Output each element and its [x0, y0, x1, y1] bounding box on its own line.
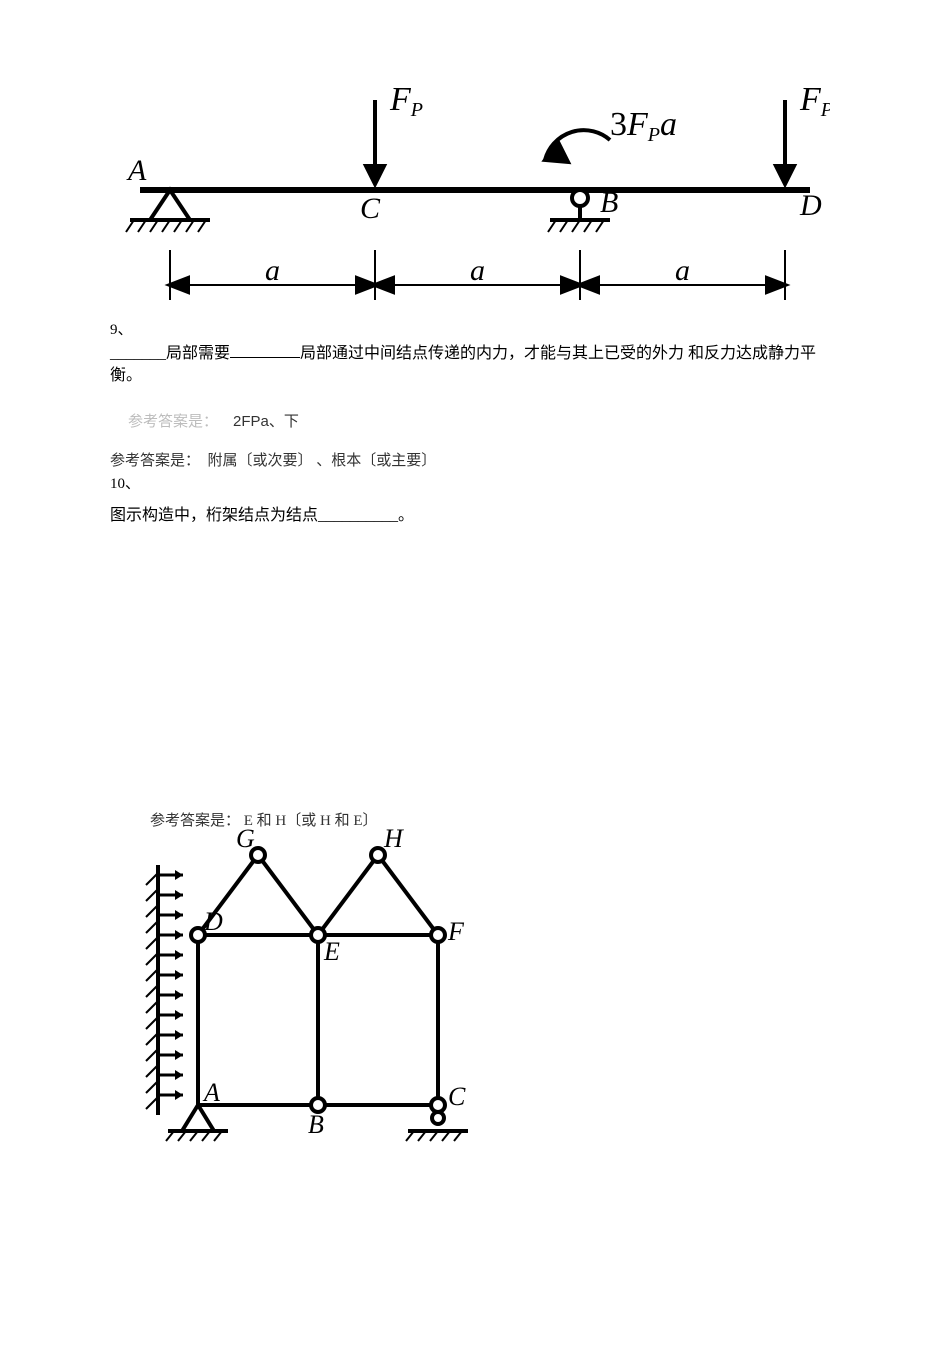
q9-answer-gray-label: 参考答案是： [128, 414, 218, 430]
figure-beam-diagram: A C B D a a a FP FP 3FPa [110, 80, 830, 320]
q9-number: 9、 [110, 318, 830, 339]
q9-answer-black-label: 参考答案是： [110, 453, 200, 469]
q9-answer-black: 参考答案是： 附属〔或次要〕 、根本〔或主要〕 [110, 449, 830, 470]
label-fp1-sub: P [410, 99, 423, 121]
label-fp2: F [799, 81, 822, 118]
svg-text:FP: FP [389, 81, 423, 121]
q10-text: 图示构造中，桁架结点为结点__________。 [110, 501, 830, 525]
q9-answer-black-value: 附属〔或次要〕 、根本〔或主要〕 [208, 453, 437, 469]
q9-answer-gray-value: 2FPa、下 [233, 413, 299, 430]
document-page: A C B D a a a FP FP 3FPa 9、 _______局部需要局… [0, 0, 950, 1346]
q10-answer-label: 参考答案是： [150, 813, 240, 829]
q10-answer: 参考答案是： E 和 H〔或 H 和 E〕 [150, 809, 378, 830]
q9-text-part1: _______局部需要 [110, 345, 230, 362]
figure-truss-diagram: A B C D E F G H [128, 805, 488, 1165]
label-a1: a [265, 254, 280, 287]
svg-text:3FPa: 3FPa [610, 106, 677, 146]
q9-text: _______局部需要局部通过中间结点传递的内力，才能与其上已受的外力 和反力达… [110, 341, 830, 388]
label-a3: a [675, 254, 690, 287]
label2-B: B [308, 1110, 324, 1139]
label2-D: D [203, 907, 223, 936]
label-A: A [126, 154, 147, 187]
label-C: C [360, 192, 381, 225]
label2-C: C [448, 1082, 466, 1111]
label-moment-a: a [660, 106, 677, 143]
figure-truss-wrap: 参考答案是： E 和 H〔或 H 和 E〕 [128, 805, 488, 1165]
svg-text:FP: FP [799, 81, 830, 121]
q9-answer-gray: 参考答案是： 2FPa、下 [128, 410, 830, 431]
label-fp2-sub: P [820, 99, 830, 121]
label-a2: a [470, 254, 485, 287]
label2-H: H [383, 824, 404, 853]
label2-A: A [202, 1078, 220, 1107]
label2-F: F [447, 917, 465, 946]
label2-E: E [323, 937, 340, 966]
label-moment-F: F [626, 106, 649, 143]
label-fp1: F [389, 81, 412, 118]
q10-answer-value: E 和 H〔或 H 和 E〕 [244, 813, 378, 829]
q10-number: 10、 [110, 472, 830, 493]
label-B: B [600, 186, 618, 219]
label-D: D [799, 189, 822, 222]
label-moment-sub: P [647, 124, 660, 146]
